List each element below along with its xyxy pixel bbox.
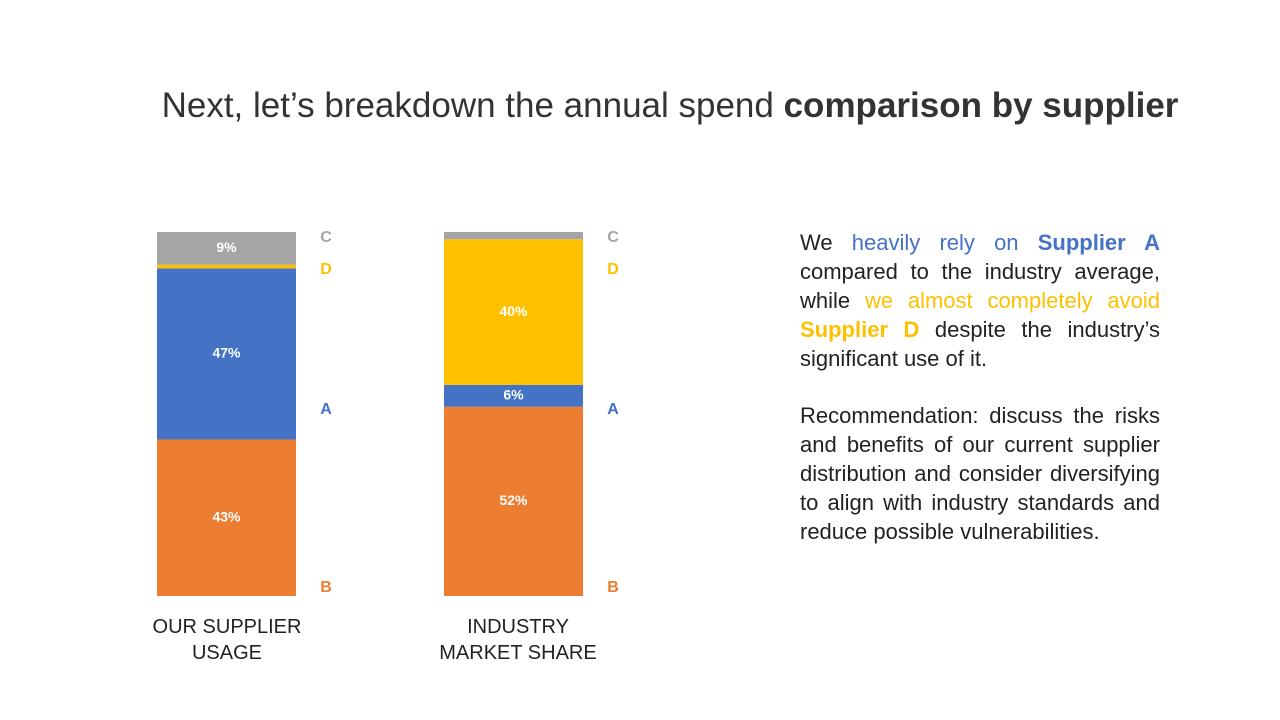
bar-segment xyxy=(157,439,296,596)
title-bold: comparison by supplier xyxy=(783,86,1179,125)
bar-segment xyxy=(444,239,583,385)
highlight: Supplier D xyxy=(800,317,920,342)
bar-segment xyxy=(444,232,583,240)
highlight: we almost completely avoid xyxy=(864,288,1160,313)
commentary: We heavily rely on Supplier A compared t… xyxy=(800,228,1160,574)
value-label: 9% xyxy=(216,239,237,255)
text: We xyxy=(800,230,852,255)
text: compared to the industry average, while xyxy=(800,259,1160,313)
paragraph: Recommendation: discuss the risks and be… xyxy=(800,401,1160,546)
slide-title: Next, let’s breakdown the annual spend c… xyxy=(0,86,1280,126)
value-label: 6% xyxy=(503,387,524,403)
bar-segment xyxy=(157,232,296,265)
value-label: 47% xyxy=(212,345,241,361)
bar-segment xyxy=(157,264,296,269)
series-label: D xyxy=(607,261,619,278)
series-label: B xyxy=(320,579,332,596)
chart: 43%B47%AD9%C52%B6%A40%DC xyxy=(157,229,619,596)
paragraph: We heavily rely on Supplier A compared t… xyxy=(800,228,1160,373)
title-text: Next, let’s breakdown the annual spend xyxy=(161,86,784,125)
text: despite the industry’s significant use o… xyxy=(800,317,1161,371)
highlight: heavily rely on xyxy=(851,230,1038,255)
category-label: INDUSTRY MARKET SHARE xyxy=(439,616,597,664)
highlight: Supplier A xyxy=(1037,230,1160,255)
series-label: C xyxy=(320,229,332,246)
value-label: 40% xyxy=(499,303,528,319)
series-label: C xyxy=(607,229,619,246)
value-label: 43% xyxy=(212,508,241,524)
text: Recommendation: discuss the risks and be… xyxy=(800,403,1160,544)
series-label: A xyxy=(320,401,332,418)
series-label: D xyxy=(320,261,332,278)
bar-segment xyxy=(444,406,583,596)
value-label: 52% xyxy=(499,492,528,508)
series-label: B xyxy=(607,579,619,596)
series-label: A xyxy=(607,401,619,418)
bar-segment xyxy=(444,384,583,407)
category-label: OUR SUPPLIER USAGE xyxy=(152,616,302,664)
bar-segment xyxy=(157,268,296,440)
